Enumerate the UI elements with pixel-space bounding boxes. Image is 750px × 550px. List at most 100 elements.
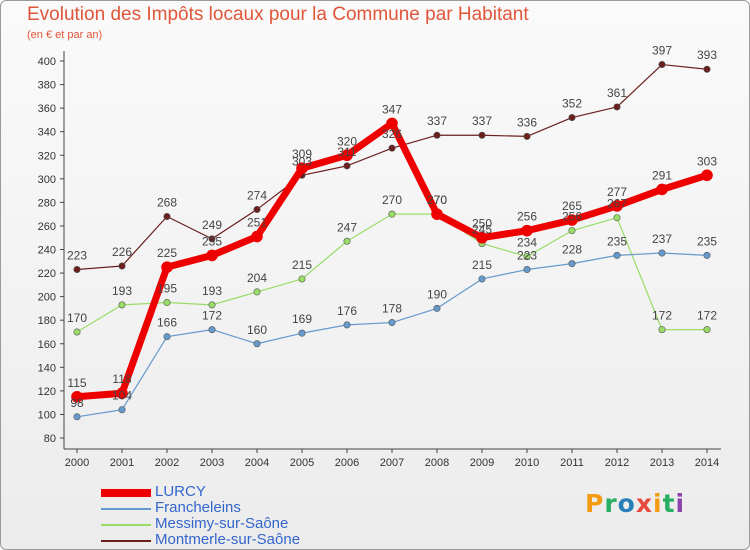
data-point bbox=[206, 249, 218, 262]
chart-subtitle: (en € et par an) bbox=[27, 29, 103, 41]
data-label: 225 bbox=[157, 246, 177, 260]
data-point bbox=[208, 326, 216, 334]
data-point bbox=[566, 214, 578, 226]
data-label: 115 bbox=[67, 376, 86, 390]
data-point bbox=[341, 149, 353, 162]
data-label: 270 bbox=[382, 193, 402, 207]
y-tick-label: 400 bbox=[38, 56, 56, 68]
data-point bbox=[343, 321, 351, 329]
legend-label: Messimy-sur-Saône bbox=[155, 515, 289, 532]
data-point bbox=[163, 213, 171, 221]
data-label: 228 bbox=[562, 243, 582, 257]
data-label: 176 bbox=[337, 304, 357, 318]
data-point bbox=[703, 65, 711, 73]
data-point bbox=[386, 117, 398, 130]
data-label: 190 bbox=[427, 287, 447, 301]
data-label: 223 bbox=[67, 249, 87, 263]
x-tick-label: 2014 bbox=[695, 457, 719, 469]
data-label: 104 bbox=[112, 389, 132, 403]
data-point bbox=[298, 329, 306, 337]
x-tick-label: 2008 bbox=[425, 457, 449, 469]
data-point bbox=[118, 262, 126, 270]
legend-swatch bbox=[101, 524, 151, 526]
x-tick-label: 2011 bbox=[560, 457, 584, 469]
legend: LURCY Francheleins Messimy-sur-Saône Montme… bbox=[101, 483, 361, 549]
data-label: 195 bbox=[157, 282, 177, 296]
data-label: 309 bbox=[292, 147, 312, 161]
y-tick-label: 120 bbox=[38, 386, 56, 398]
data-label: 215 bbox=[472, 258, 492, 272]
data-label: 352 bbox=[562, 97, 582, 111]
data-point bbox=[251, 230, 263, 243]
data-point bbox=[433, 304, 441, 312]
data-point bbox=[611, 200, 623, 212]
logo-letter: x bbox=[635, 489, 653, 518]
data-label: 166 bbox=[157, 316, 177, 330]
data-point bbox=[433, 131, 441, 139]
data-point bbox=[568, 227, 576, 235]
data-label: 274 bbox=[247, 188, 267, 202]
data-label: 277 bbox=[607, 185, 627, 199]
y-tick-label: 280 bbox=[38, 197, 56, 209]
data-label: 172 bbox=[697, 309, 717, 323]
data-point bbox=[523, 132, 531, 140]
logo-letter: r bbox=[604, 489, 618, 518]
data-point bbox=[613, 214, 621, 222]
data-label: 215 bbox=[292, 258, 312, 272]
y-tick-label: 100 bbox=[38, 409, 56, 421]
x-tick-label: 2004 bbox=[245, 457, 269, 469]
legend-label: Francheleins bbox=[155, 499, 241, 516]
data-point bbox=[208, 235, 216, 243]
data-point bbox=[658, 326, 666, 334]
data-label: 256 bbox=[562, 210, 582, 224]
data-point bbox=[658, 61, 666, 69]
data-label: 249 bbox=[202, 218, 222, 232]
data-point bbox=[253, 288, 261, 296]
logo-letter: P bbox=[585, 489, 605, 518]
x-tick-label: 2005 bbox=[290, 457, 314, 469]
data-point bbox=[388, 210, 396, 218]
data-label: 336 bbox=[517, 115, 537, 129]
x-tick-label: 2010 bbox=[515, 457, 539, 469]
y-tick-label: 180 bbox=[38, 315, 56, 327]
y-tick-label: 300 bbox=[38, 174, 56, 186]
legend-label: LURCY bbox=[155, 483, 206, 500]
data-label: 361 bbox=[607, 86, 627, 100]
data-point bbox=[476, 231, 488, 244]
data-label: 347 bbox=[382, 102, 402, 116]
x-tick-label: 2013 bbox=[650, 457, 674, 469]
data-label: 98 bbox=[70, 396, 84, 410]
data-label: 303 bbox=[292, 154, 312, 168]
data-point bbox=[613, 251, 621, 259]
data-label: 337 bbox=[472, 114, 492, 128]
data-point bbox=[253, 340, 261, 348]
legend-swatch bbox=[101, 508, 151, 510]
x-tick-label: 2012 bbox=[605, 457, 629, 469]
data-label: 172 bbox=[652, 309, 672, 323]
data-point bbox=[73, 413, 81, 421]
y-tick-label: 240 bbox=[38, 245, 56, 257]
data-point bbox=[568, 114, 576, 122]
data-label: 235 bbox=[607, 234, 627, 248]
y-tick-label: 320 bbox=[38, 150, 56, 162]
data-label: 337 bbox=[427, 114, 447, 128]
data-point bbox=[298, 275, 306, 283]
y-tick-label: 380 bbox=[38, 80, 56, 92]
logo-letter: o bbox=[617, 489, 636, 518]
data-label: 251 bbox=[247, 216, 267, 230]
data-point bbox=[658, 249, 666, 257]
y-tick-label: 260 bbox=[38, 221, 56, 233]
data-point bbox=[71, 390, 83, 403]
data-point bbox=[118, 406, 126, 414]
data-point bbox=[296, 162, 308, 175]
y-tick-label: 200 bbox=[38, 292, 56, 304]
legend-item: Montmerle-sur-Saône bbox=[101, 531, 361, 549]
data-label: 169 bbox=[292, 312, 312, 326]
data-label: 193 bbox=[202, 284, 222, 298]
legend-item: Francheleins bbox=[101, 499, 361, 517]
data-point bbox=[703, 326, 711, 334]
legend-swatch bbox=[101, 489, 151, 497]
data-label: 234 bbox=[517, 236, 537, 250]
data-point bbox=[343, 162, 351, 170]
